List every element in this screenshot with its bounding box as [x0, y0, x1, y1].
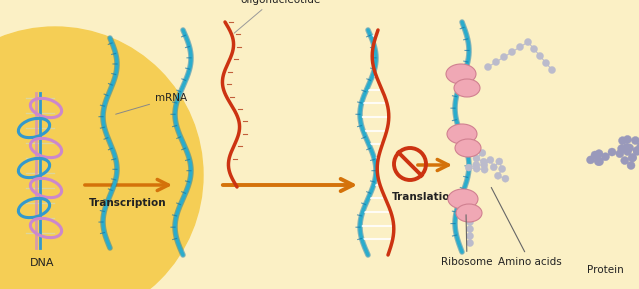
Circle shape [596, 158, 603, 166]
Text: Ribosome: Ribosome [442, 215, 493, 267]
Circle shape [626, 144, 633, 152]
Circle shape [525, 38, 532, 45]
Ellipse shape [448, 189, 478, 209]
Circle shape [509, 49, 516, 55]
Circle shape [633, 147, 639, 155]
Circle shape [481, 166, 488, 173]
Circle shape [473, 155, 480, 162]
Circle shape [530, 45, 537, 53]
Circle shape [466, 212, 473, 218]
Circle shape [616, 150, 624, 158]
Text: Transcription: Transcription [89, 198, 167, 208]
Circle shape [618, 144, 626, 153]
Circle shape [636, 142, 639, 151]
Text: Protein: Protein [587, 265, 624, 275]
Circle shape [466, 232, 473, 240]
Circle shape [633, 147, 639, 154]
Circle shape [627, 162, 635, 169]
Circle shape [601, 153, 610, 161]
Circle shape [490, 164, 497, 171]
Circle shape [543, 60, 550, 66]
Circle shape [487, 156, 494, 164]
Text: Translation: Translation [392, 192, 458, 202]
Circle shape [500, 53, 507, 60]
Circle shape [623, 143, 631, 151]
Circle shape [591, 151, 599, 159]
Circle shape [481, 158, 488, 165]
Text: Amino acids: Amino acids [491, 188, 562, 267]
Circle shape [595, 150, 603, 158]
Circle shape [481, 162, 488, 168]
Circle shape [624, 136, 631, 143]
Text: Antisense DNA
oligonucleotide: Antisense DNA oligonucleotide [234, 0, 320, 33]
Ellipse shape [455, 139, 481, 157]
Circle shape [495, 172, 502, 179]
Ellipse shape [454, 79, 480, 97]
Circle shape [465, 164, 472, 171]
Circle shape [484, 64, 491, 71]
Ellipse shape [456, 204, 482, 222]
Circle shape [479, 149, 486, 156]
Text: DNA: DNA [30, 258, 54, 268]
Circle shape [608, 148, 616, 156]
Circle shape [502, 175, 509, 182]
Circle shape [498, 165, 505, 173]
Ellipse shape [446, 64, 476, 84]
Circle shape [631, 136, 639, 144]
Circle shape [629, 154, 636, 162]
Circle shape [620, 157, 629, 164]
Circle shape [473, 165, 480, 172]
Circle shape [594, 158, 603, 166]
Circle shape [496, 158, 503, 165]
Circle shape [537, 53, 544, 60]
Circle shape [0, 27, 203, 289]
Circle shape [473, 161, 480, 168]
Circle shape [548, 66, 555, 73]
Circle shape [466, 225, 473, 232]
Circle shape [466, 240, 473, 247]
Circle shape [516, 44, 523, 51]
Ellipse shape [447, 124, 477, 144]
Circle shape [493, 58, 500, 66]
Circle shape [619, 137, 626, 145]
Circle shape [587, 156, 594, 164]
Circle shape [628, 154, 636, 162]
Circle shape [594, 157, 603, 165]
Circle shape [624, 148, 631, 155]
Text: mRNA: mRNA [116, 93, 187, 114]
Circle shape [466, 218, 473, 225]
